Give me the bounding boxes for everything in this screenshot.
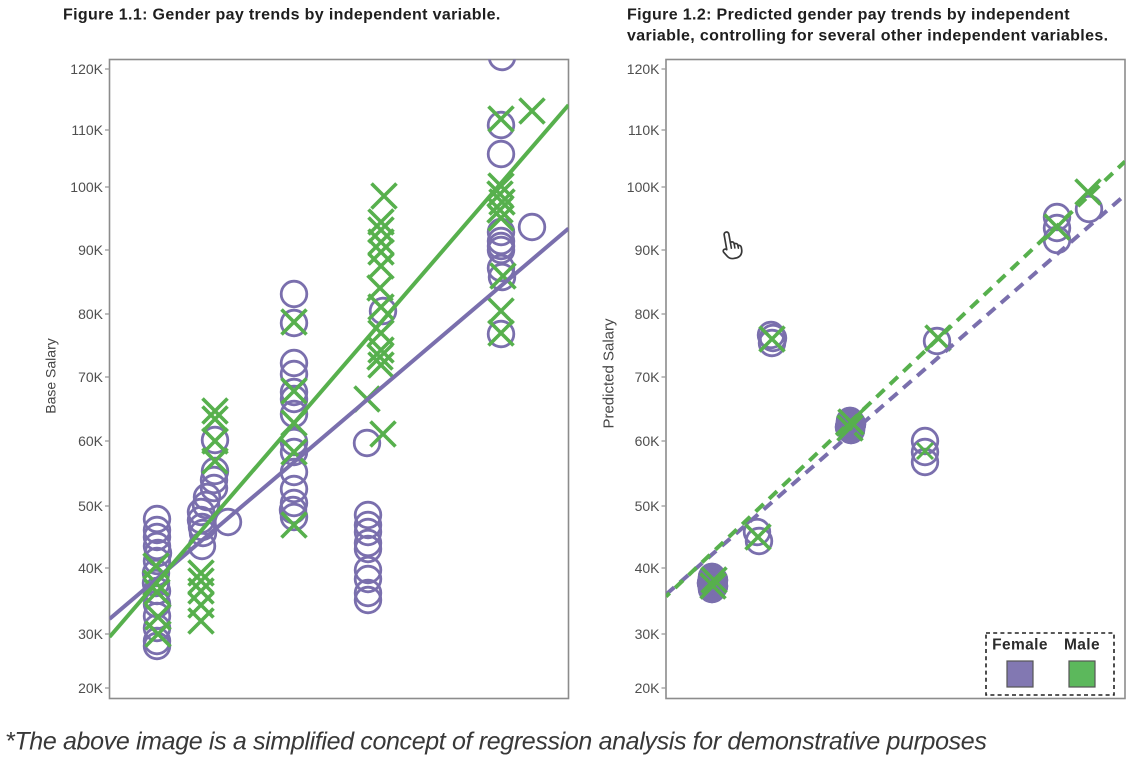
svg-text:50K: 50K [635, 498, 661, 514]
svg-text:70K: 70K [635, 369, 661, 385]
svg-text:100K: 100K [627, 179, 660, 195]
svg-text:20K: 20K [78, 680, 104, 696]
svg-text:90K: 90K [78, 242, 104, 258]
svg-text:Figure 1.1: Gender pay trends: Figure 1.1: Gender pay trends by indepen… [63, 7, 501, 24]
svg-text:110K: 110K [628, 122, 660, 138]
svg-text:40K: 40K [635, 560, 661, 576]
svg-text:Male: Male [1064, 637, 1100, 654]
svg-text:90K: 90K [635, 242, 661, 258]
svg-text:80K: 80K [78, 306, 104, 322]
svg-text:120K: 120K [70, 61, 103, 77]
svg-text:20K: 20K [635, 680, 661, 696]
svg-text:50K: 50K [78, 498, 104, 514]
svg-text:60K: 60K [635, 433, 661, 449]
svg-text:100K: 100K [70, 179, 103, 195]
svg-text:*The above image is a simplifi: *The above image is a simplified concept… [5, 728, 987, 756]
svg-text:40K: 40K [78, 560, 104, 576]
svg-text:30K: 30K [635, 626, 661, 642]
svg-text:80K: 80K [635, 306, 661, 322]
svg-text:Female: Female [992, 637, 1048, 654]
svg-text:120K: 120K [627, 61, 660, 77]
svg-text:variable, controlling for seve: variable, controlling for several other … [627, 28, 1108, 45]
svg-text:60K: 60K [78, 433, 104, 449]
svg-text:30K: 30K [78, 626, 104, 642]
svg-text:Figure 1.2: Predicted gender p: Figure 1.2: Predicted gender pay trends … [627, 7, 1070, 24]
svg-text:Base Salary: Base Salary [43, 338, 59, 413]
svg-text:70K: 70K [78, 369, 104, 385]
svg-text:110K: 110K [71, 122, 103, 138]
svg-text:Predicted Salary: Predicted Salary [601, 318, 618, 429]
